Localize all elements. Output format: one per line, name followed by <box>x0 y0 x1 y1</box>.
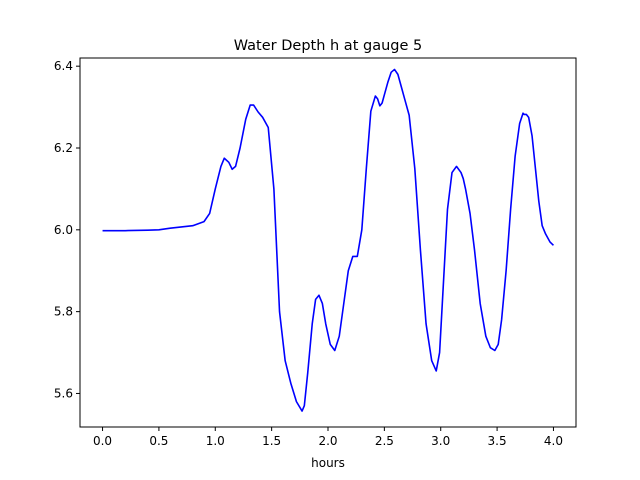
series-line-0 <box>102 68 555 412</box>
x-tick-label: 3.0 <box>431 434 450 448</box>
y-tick-label: 5.6 <box>54 386 73 400</box>
x-tick-label: 1.5 <box>262 434 281 448</box>
x-tick-label: 0.5 <box>149 434 168 448</box>
x-tick-label: 4.0 <box>544 434 563 448</box>
y-tick-label: 6.2 <box>54 141 73 155</box>
y-tick-label: 5.8 <box>54 305 73 319</box>
x-tick-label: 2.0 <box>318 434 337 448</box>
x-tick-label: 3.5 <box>488 434 507 448</box>
x-tick-label: 2.5 <box>375 434 394 448</box>
plot-area-frame <box>79 57 577 428</box>
x-tick-label: 0.0 <box>93 434 112 448</box>
x-tick-label: 1.0 <box>206 434 225 448</box>
x-axis-label: hours <box>311 456 345 470</box>
y-tick-label: 6.4 <box>54 59 73 73</box>
chart-title: Water Depth h at gauge 5 <box>234 38 422 54</box>
y-tick-label: 6.0 <box>54 223 73 237</box>
